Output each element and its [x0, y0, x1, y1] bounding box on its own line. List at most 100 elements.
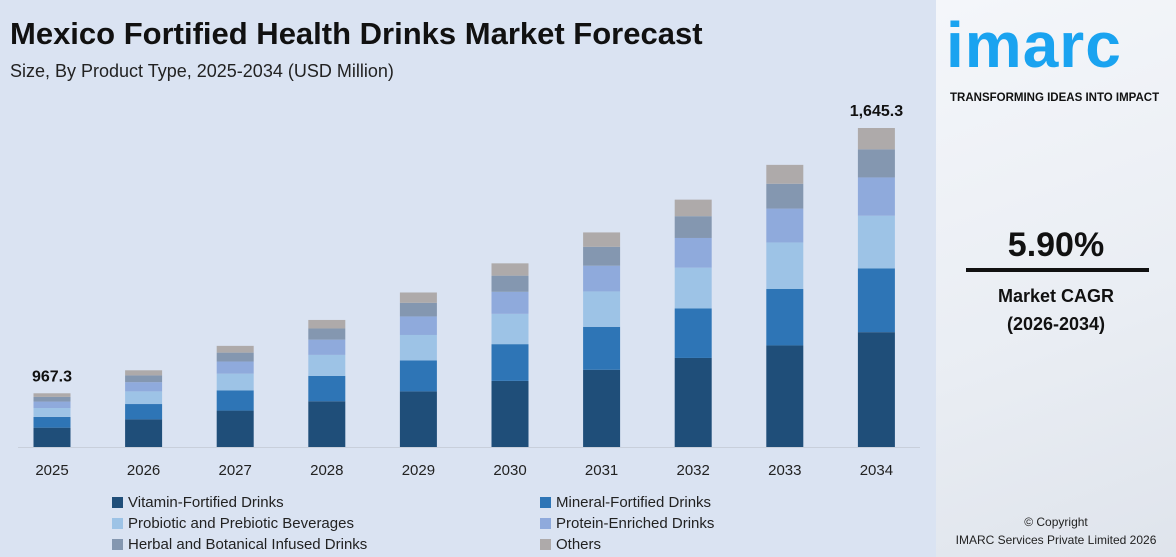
bar-segment-2034-1	[857, 268, 895, 333]
bar-segment-2026-4	[125, 375, 163, 383]
bar-segment-2025-0	[33, 427, 71, 447]
x-tick-label: 2032	[677, 462, 710, 479]
legend-item: Others	[540, 536, 601, 553]
legend-item: Mineral-Fortified Drinks	[540, 494, 711, 511]
bar-segment-2028-2	[308, 354, 346, 376]
x-tick-label: 2034	[860, 462, 893, 479]
bar-segment-2031-4	[583, 246, 621, 266]
bar-segment-2031-1	[583, 326, 621, 370]
legend-swatch	[112, 518, 123, 529]
bar-segment-2033-3	[766, 208, 804, 243]
bar-segment-2026-5	[125, 370, 163, 376]
bar-segment-2033-2	[766, 242, 804, 290]
bar-segment-2034-0	[857, 332, 895, 447]
bar-segment-2034-2	[857, 215, 895, 269]
bar-segment-2029-0	[399, 391, 437, 447]
legend-label: Vitamin-Fortified Drinks	[128, 494, 284, 511]
bar-segment-2025-3	[33, 401, 71, 409]
bar-segment-2027-5	[216, 345, 254, 353]
bar-segment-2027-3	[216, 361, 254, 374]
cagr-divider	[966, 268, 1149, 272]
legend-swatch	[112, 497, 123, 508]
bar-segment-2030-1	[491, 344, 529, 381]
bar-segment-2030-0	[491, 380, 529, 447]
bar-segment-2026-0	[125, 419, 163, 447]
bar-segment-2034-4	[857, 149, 895, 178]
bar-segment-2031-5	[583, 232, 621, 247]
bar-segment-2032-2	[674, 267, 712, 309]
legend-swatch	[540, 497, 551, 508]
legend-swatch	[540, 518, 551, 529]
x-tick-label: 2029	[402, 462, 435, 479]
legend-label: Protein-Enriched Drinks	[556, 515, 715, 532]
x-tick-label: 2027	[219, 462, 252, 479]
legend-label: Probiotic and Prebiotic Beverages	[128, 515, 354, 532]
legend-label: Mineral-Fortified Drinks	[556, 494, 712, 511]
x-tick-label: 2028	[310, 462, 343, 479]
bar-segment-2034-5	[857, 128, 895, 150]
x-tick-label: 2026	[127, 462, 160, 479]
data-label: 1,645.3	[850, 103, 903, 120]
bar-segment-2033-5	[766, 164, 804, 184]
bar-segment-2030-4	[491, 275, 529, 292]
brand-panel: imarc TRANSFORMING IDEAS INTO IMPACT 5.9…	[936, 0, 1176, 557]
legend-label: Others	[556, 536, 602, 553]
legend-item: Herbal and Botanical Infused Drinks	[112, 536, 367, 553]
bar-segment-2029-4	[399, 302, 437, 317]
imarc-logo: imarc	[946, 9, 1122, 81]
bar-segment-2026-1	[125, 404, 163, 420]
bar-segment-2028-4	[308, 328, 346, 340]
bar-segment-2032-3	[674, 237, 712, 268]
bar-segment-2031-2	[583, 291, 621, 327]
bar-segment-2029-5	[399, 292, 437, 303]
bar-segment-2032-0	[674, 357, 712, 447]
legend-item: Vitamin-Fortified Drinks	[112, 494, 284, 511]
bar-segment-2029-2	[399, 334, 437, 361]
chart-panel: Mexico Fortified Health Drinks Market Fo…	[0, 0, 936, 557]
bar-segment-2028-3	[308, 339, 346, 355]
bar-segment-2028-5	[308, 319, 346, 329]
bar-segment-2030-2	[491, 313, 529, 345]
bar-segment-2031-0	[583, 369, 621, 447]
chart-subtitle: Size, By Product Type, 2025-2034 (USD Mi…	[10, 61, 394, 81]
bar-segment-2025-2	[33, 408, 71, 417]
copyright-line2: IMARC Services Private Limited 2026	[955, 533, 1157, 547]
bar-segment-2025-1	[33, 416, 71, 428]
cagr-label: Market CAGR	[997, 286, 1115, 306]
bar-segment-2028-0	[308, 401, 346, 447]
x-tick-label: 2033	[768, 462, 801, 479]
bar-segment-2027-4	[216, 352, 254, 362]
bar-segment-2025-4	[33, 396, 71, 402]
copyright-line1: © Copyright	[1024, 515, 1088, 529]
brand-tagline: TRANSFORMING IDEAS INTO IMPACT	[950, 92, 1160, 104]
bar-segment-2029-1	[399, 360, 437, 392]
cagr-period: (2026-2034)	[1006, 314, 1106, 334]
cagr-value: 5.90%	[1007, 226, 1105, 264]
data-label: 967.3	[32, 368, 72, 385]
bar-segment-2031-3	[583, 265, 621, 292]
bar-segment-2027-2	[216, 373, 254, 391]
legend-item: Protein-Enriched Drinks	[540, 515, 714, 532]
bar-segment-2030-5	[491, 263, 529, 276]
bar-segment-2027-1	[216, 390, 254, 411]
bar-segment-2032-5	[674, 199, 712, 217]
bar-chart: 2025 967.3 2026 2027 2028 2029 2030 2031 2032 203…	[18, 103, 920, 479]
x-tick-label: 2031	[585, 462, 618, 479]
legend-item: Probiotic and Prebiotic Beverages	[112, 515, 354, 532]
bar-segment-2032-4	[674, 216, 712, 238]
bar-segment-2032-1	[674, 308, 712, 358]
bar-segment-2030-3	[491, 291, 529, 314]
bar-segment-2027-0	[216, 410, 254, 447]
legend-swatch	[112, 539, 123, 550]
bar-segment-2025-5	[33, 393, 71, 397]
x-tick-label: 2030	[493, 462, 526, 479]
bar-segment-2034-3	[857, 177, 895, 216]
bar-segment-2033-0	[766, 345, 804, 447]
bar-segment-2028-1	[308, 375, 346, 402]
bar-segment-2033-1	[766, 289, 804, 346]
legend-swatch	[540, 539, 551, 550]
chart-title: Mexico Fortified Health Drinks Market Fo…	[10, 16, 703, 51]
x-tick-label: 2025	[35, 462, 68, 479]
bar-segment-2026-3	[125, 382, 163, 392]
bar-segment-2026-2	[125, 391, 163, 405]
